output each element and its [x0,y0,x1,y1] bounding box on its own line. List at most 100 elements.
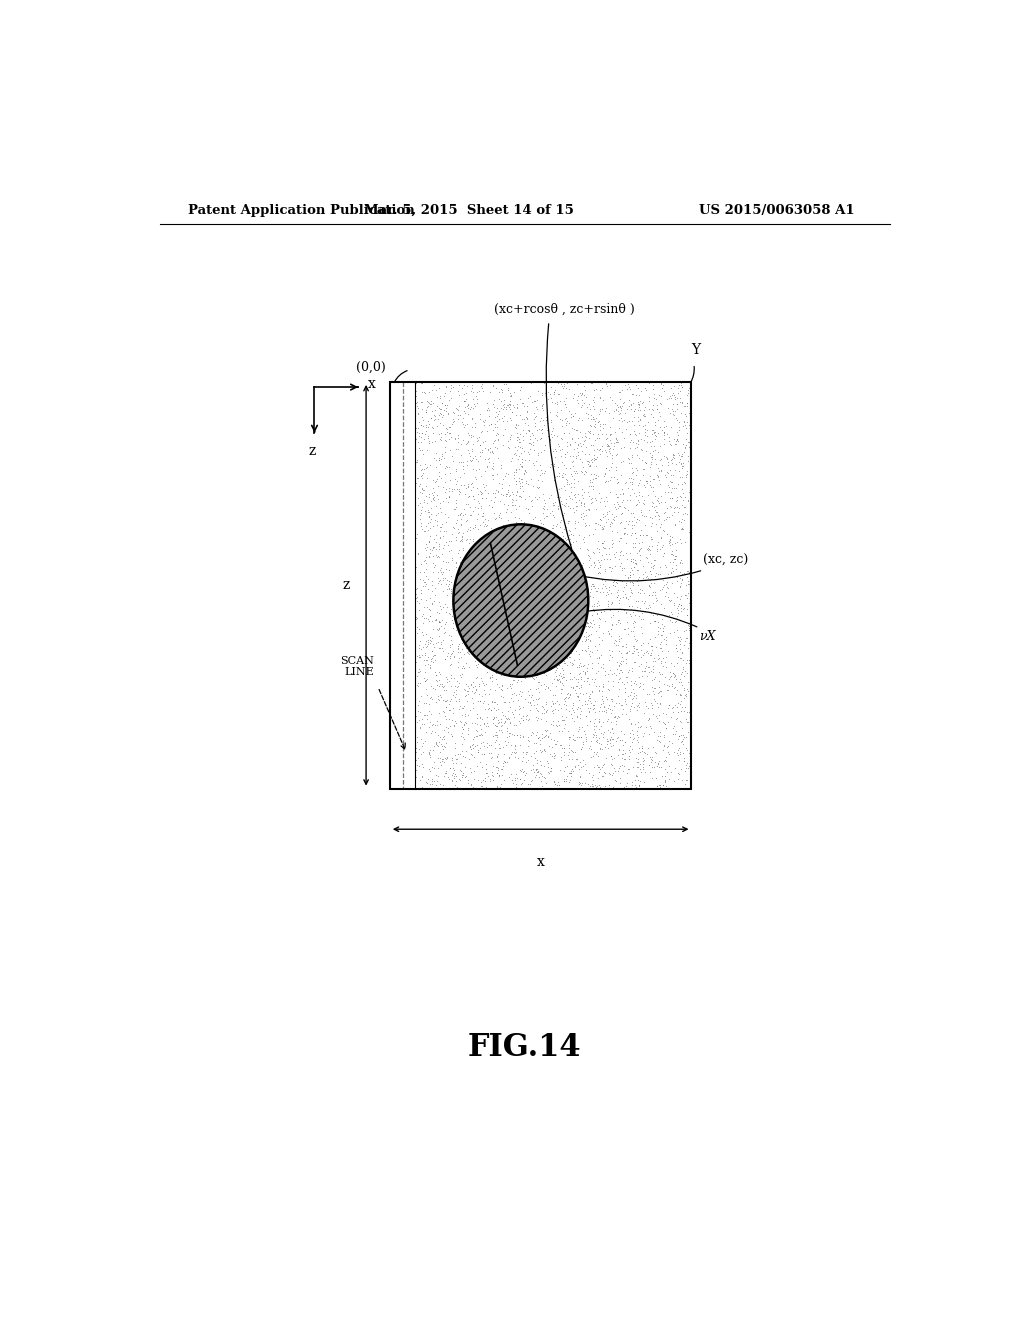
Point [393,615,410,636]
Point [681,403,697,424]
Point [526,639,543,660]
Point [526,767,543,788]
Point [675,734,691,755]
Point [466,536,482,557]
Point [672,710,688,731]
Point [607,630,624,651]
Point [400,537,417,558]
Point [636,742,652,763]
Point [656,446,673,467]
Point [392,689,409,710]
Point [559,528,575,549]
Point [480,715,497,737]
Point [396,393,413,414]
Point [671,750,687,771]
Point [425,758,441,779]
Point [561,565,578,586]
Text: (0,0): (0,0) [356,360,386,374]
Point [596,548,612,569]
Point [643,718,659,739]
Point [411,403,427,424]
Point [630,393,646,414]
Point [595,675,611,696]
Point [608,572,625,593]
Point [591,607,607,628]
Point [404,478,421,499]
Point [473,543,489,564]
Point [553,668,569,689]
Point [464,407,480,428]
Point [582,471,598,492]
Point [581,638,597,659]
Point [571,655,588,676]
Point [561,520,578,541]
Point [631,775,647,796]
Point [650,442,667,463]
Point [408,705,424,726]
Point [490,527,507,548]
Point [607,483,624,504]
Point [511,432,527,453]
Point [398,523,415,544]
Point [403,768,420,789]
Point [476,606,493,627]
Point [529,445,546,466]
Point [399,606,416,627]
Point [615,482,632,503]
Point [592,387,608,408]
Point [664,603,680,624]
Point [554,678,570,700]
Point [662,533,678,554]
Point [591,727,607,748]
Point [439,395,456,416]
Point [415,733,431,754]
Point [487,722,504,743]
Point [557,553,573,574]
Point [644,746,660,767]
Point [616,677,633,698]
Point [384,614,400,635]
Point [430,731,446,752]
Point [609,471,626,492]
Point [472,537,488,558]
Point [429,568,445,589]
Point [454,664,470,685]
Point [610,628,627,649]
Point [672,375,688,396]
Point [588,776,604,797]
Point [552,651,568,672]
Point [426,404,442,425]
Point [413,414,429,436]
Point [566,512,583,533]
Point [641,372,657,393]
Point [507,734,523,755]
Point [384,506,400,527]
Point [622,490,638,511]
Point [683,414,699,436]
Point [488,777,505,799]
Point [527,450,544,471]
Point [386,706,402,727]
Point [408,651,424,672]
Point [424,594,440,615]
Point [387,649,403,671]
Point [569,434,586,455]
Point [399,568,416,589]
Point [586,715,602,737]
Point [552,647,568,668]
Point [682,698,698,719]
Point [387,389,403,411]
Point [484,496,501,517]
Point [385,726,401,747]
Point [400,697,417,718]
Point [592,508,608,529]
Point [540,388,556,409]
Point [603,618,620,639]
Point [655,673,672,694]
Point [503,644,519,665]
Point [487,416,504,437]
Point [451,656,467,677]
Point [500,545,516,566]
Point [407,562,423,583]
Point [581,545,597,566]
